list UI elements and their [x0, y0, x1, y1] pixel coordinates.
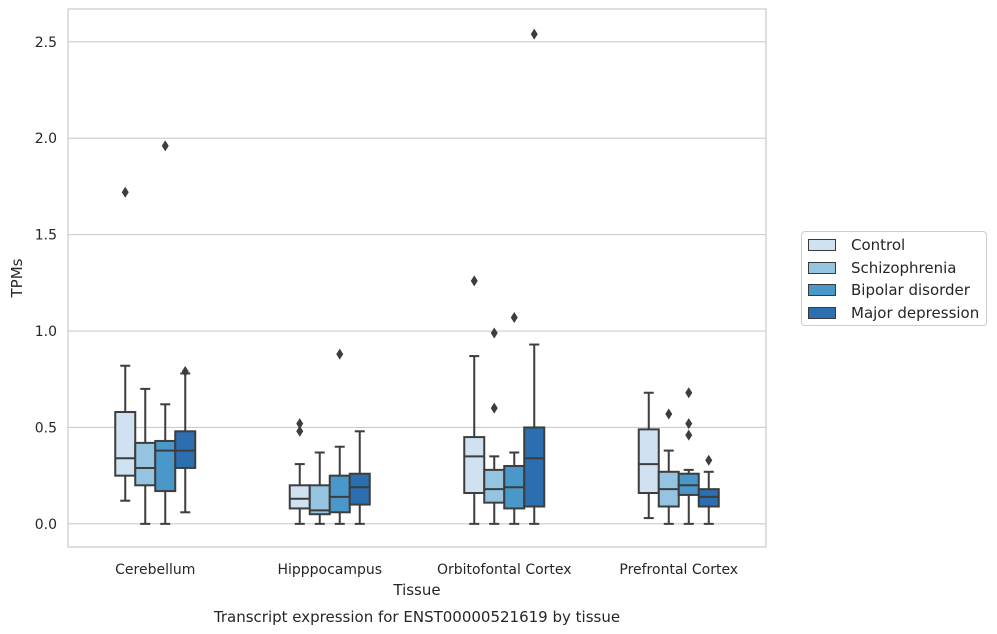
x-tick-label: Hipppocampus — [277, 562, 382, 578]
box-control — [114, 186, 137, 502]
x-tick-label: Cerebellum — [115, 562, 195, 578]
legend-swatch — [808, 307, 836, 319]
box-iqr — [154, 439, 177, 493]
y-tick-label: 1.5 — [35, 228, 57, 244]
box-iqr — [523, 426, 546, 508]
box-control — [288, 418, 311, 525]
outlier-point — [181, 366, 189, 378]
outlier-point — [530, 28, 538, 40]
legend-label: Control — [851, 236, 906, 254]
legend: Control Schizophrenia Bipolar disorder M… — [801, 231, 987, 326]
chart-caption: Transcript expression for ENST0000052161… — [213, 608, 620, 626]
outlier-point — [336, 348, 344, 360]
box-control — [637, 391, 660, 520]
outlier-point — [296, 418, 304, 430]
legend-swatch — [808, 239, 836, 251]
outlier-point — [490, 402, 498, 414]
box-iqr — [483, 468, 506, 504]
box-major-depression — [174, 366, 197, 514]
y-tick-label: 1.0 — [35, 324, 57, 340]
y-axis-label: TPMs — [8, 258, 26, 298]
outlier-point — [665, 408, 673, 420]
box-iqr — [348, 472, 371, 506]
outlier-point — [470, 275, 478, 287]
outlier-point — [685, 387, 693, 399]
outlier-point — [685, 418, 693, 430]
outlier-point — [161, 140, 169, 152]
box-bipolar-disorder — [677, 387, 700, 525]
y-tick-label: 2.5 — [35, 35, 57, 51]
legend-item-control: Control — [808, 235, 905, 255]
legend-swatch — [808, 284, 836, 296]
y-tick-label: 0.5 — [35, 420, 57, 436]
outlier-point — [510, 312, 518, 324]
y-tick-label: 0.0 — [35, 517, 57, 533]
box-iqr — [288, 484, 311, 510]
legend-item-bipolar-disorder: Bipolar disorder — [808, 280, 970, 300]
outlier-point — [490, 327, 498, 339]
y-axis-ticks: 0.0 0.5 1.0 1.5 2.0 2.5 — [35, 35, 57, 533]
x-axis-label: Tissue — [392, 581, 440, 599]
outlier-point — [121, 186, 129, 198]
box-major-depression — [523, 28, 546, 525]
box-iqr — [637, 428, 660, 495]
box-major-depression — [697, 454, 720, 525]
box-iqr — [114, 411, 137, 477]
legend-label: Schizophrenia — [851, 259, 957, 277]
outlier-point — [296, 425, 304, 437]
box-bipolar-disorder — [503, 312, 526, 525]
box-major-depression — [348, 430, 371, 525]
x-tick-label: Prefrontal Cortex — [619, 562, 738, 578]
outlier-point — [685, 429, 693, 441]
box-iqr — [134, 441, 157, 487]
box-control — [463, 275, 486, 525]
y-tick-label: 2.0 — [35, 131, 57, 147]
box-iqr — [463, 436, 486, 495]
legend-label: Major depression — [851, 304, 980, 322]
box-schizophrenia — [134, 387, 157, 525]
legend-swatch — [808, 262, 836, 274]
legend-label: Bipolar disorder — [851, 281, 970, 299]
box-schizophrenia — [483, 327, 506, 525]
outlier-point — [705, 454, 713, 466]
legend-item-schizophrenia: Schizophrenia — [808, 258, 956, 278]
x-axis-ticks: Cerebellum Hipppocampus Orbitofontal Corte… — [115, 562, 738, 578]
x-tick-label: Orbitofontal Cortex — [437, 562, 572, 578]
box-iqr — [328, 474, 351, 514]
boxes — [114, 28, 720, 525]
legend-item-major-depression: Major depression — [808, 303, 979, 323]
